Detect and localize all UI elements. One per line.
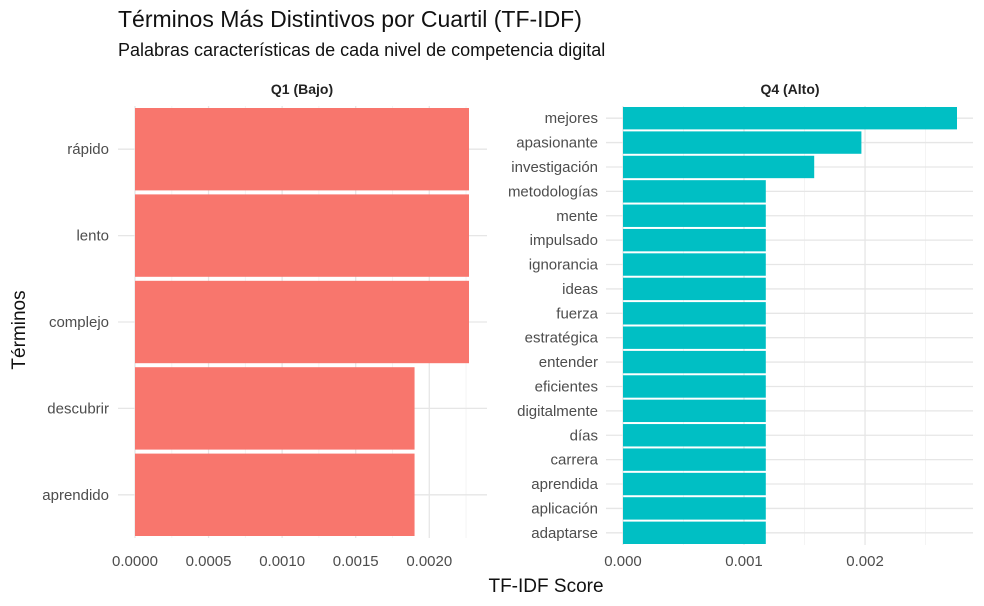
- y-tick-label-q4: ignorancia: [529, 257, 599, 274]
- y-tick-label-q4: mente: [556, 208, 598, 225]
- bar-q1-4: [135, 453, 415, 536]
- bar-q4-9: [623, 326, 766, 349]
- y-tick-label-q1: aprendido: [42, 487, 109, 504]
- bar-q4-16: [623, 497, 766, 520]
- bar-q4-14: [623, 448, 766, 471]
- y-tick-label-q1: lento: [76, 228, 109, 245]
- x-tick-label-q1: 0.0015: [333, 553, 379, 570]
- bar-q4-7: [623, 277, 766, 301]
- bar-q1-0: [135, 108, 469, 191]
- y-tick-label-q1: complejo: [49, 314, 109, 331]
- x-tick-label-q1: 0.0005: [186, 553, 232, 570]
- y-tick-label-q4: eficientes: [535, 378, 598, 395]
- chart-title: Términos Más Distintivos por Cuartil (TF…: [118, 6, 582, 32]
- y-axis-title: Términos: [9, 290, 30, 369]
- bar-q4-0: [623, 107, 957, 130]
- x-tick-label-q1: 0.0020: [406, 553, 452, 570]
- y-tick-label-q4: impulsado: [530, 232, 598, 249]
- x-tick-label-q4: 0.000: [604, 553, 642, 570]
- y-tick-label-q4: entender: [539, 354, 598, 371]
- y-tick-label-q4: mejores: [545, 110, 598, 127]
- y-tick-label-q4: aprendida: [531, 476, 598, 493]
- y-tick-label-q4: estratégica: [525, 330, 599, 347]
- y-tick-label-q4: fuerza: [556, 305, 598, 322]
- bar-q1-2: [135, 280, 469, 364]
- bar-q4-6: [623, 253, 766, 276]
- bar-q4-12: [623, 399, 766, 423]
- bar-q4-10: [623, 350, 766, 374]
- bar-q1-1: [135, 194, 469, 277]
- bar-q4-8: [623, 302, 766, 325]
- y-tick-label-q4: carrera: [550, 452, 598, 469]
- x-tick-label-q1: 0.0010: [259, 553, 305, 570]
- y-tick-label-q4: digitalmente: [517, 403, 598, 420]
- y-tick-label-q4: adaptarse: [531, 525, 598, 542]
- panel-q1-strip-label: Q1 (Bajo): [271, 81, 333, 97]
- y-tick-label-q4: investigación: [511, 159, 598, 176]
- y-tick-label-q4: días: [570, 427, 598, 444]
- bar-q4-13: [623, 424, 766, 447]
- x-tick-label-q1: 0.0000: [112, 553, 158, 570]
- x-axis-title: TF-IDF Score: [488, 576, 603, 597]
- bar-q4-3: [623, 180, 766, 203]
- x-tick-label-q4: 0.001: [725, 553, 763, 570]
- bar-q4-4: [623, 204, 766, 227]
- bar-q4-2: [623, 155, 815, 179]
- bar-q4-15: [623, 472, 766, 496]
- bar-q4-11: [623, 375, 766, 398]
- y-tick-label-q1: rápido: [67, 141, 109, 158]
- bar-q1-3: [135, 367, 415, 450]
- bar-q4-5: [623, 228, 766, 252]
- panel-q4-strip-label: Q4 (Alto): [760, 81, 819, 97]
- x-tick-label-q4: 0.002: [846, 553, 884, 570]
- y-tick-label-q4: ideas: [562, 281, 598, 298]
- bar-q4-1: [623, 131, 862, 154]
- chart-subtitle: Palabras características de cada nivel d…: [118, 40, 606, 60]
- y-tick-label-q1: descubrir: [47, 400, 109, 417]
- y-tick-label-q4: metodologías: [508, 183, 598, 200]
- bar-q4-17: [623, 521, 766, 544]
- y-tick-label-q4: aplicación: [531, 500, 598, 517]
- y-tick-label-q4: apasionante: [516, 135, 598, 152]
